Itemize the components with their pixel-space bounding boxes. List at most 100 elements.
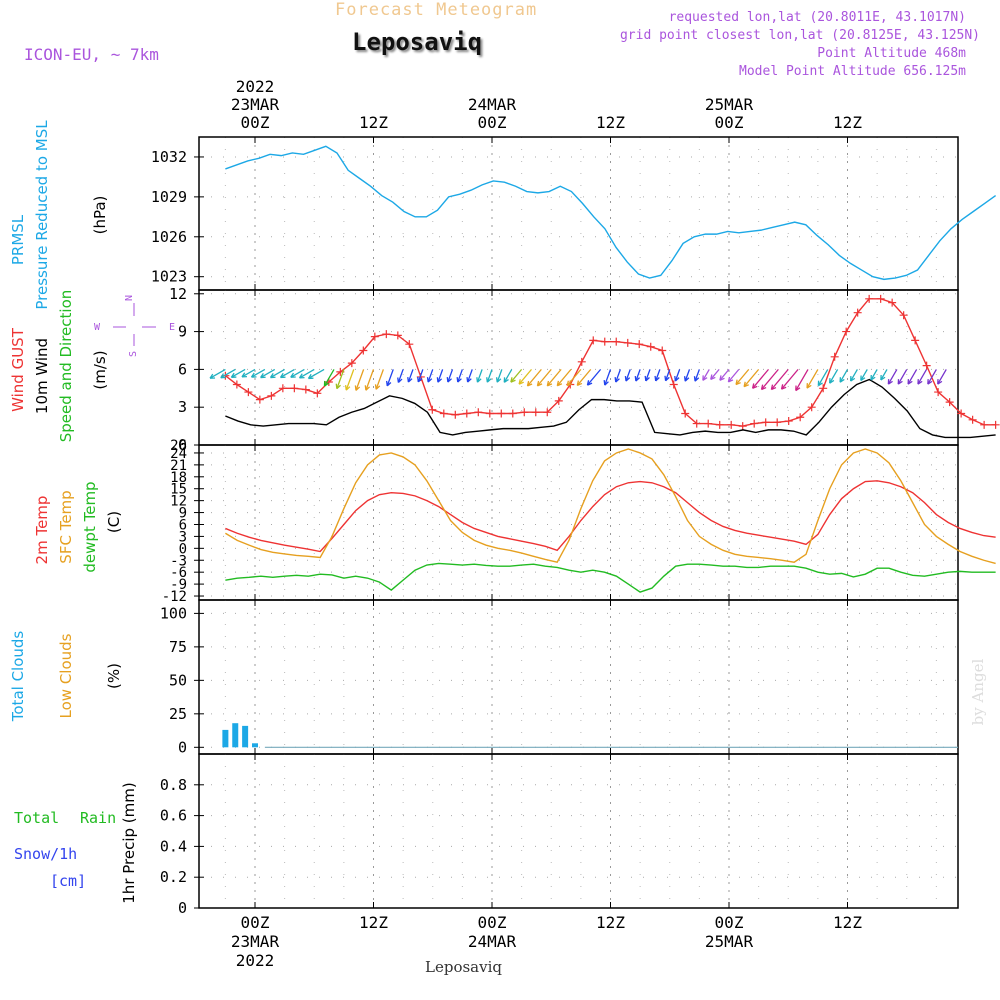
gust-marker [807, 403, 816, 412]
wind-arrow [546, 368, 562, 387]
wind-arrow-head [510, 377, 516, 383]
wind-arrow-head [397, 377, 403, 383]
wind-arrow [927, 369, 937, 385]
bottom-hour-label: 00Z [715, 913, 744, 932]
wind-arrow-shaft [518, 368, 532, 385]
y-tick-label: 24 [170, 446, 187, 462]
gust-marker [370, 332, 379, 341]
wind-arrow-head [674, 375, 680, 382]
wind-arrow-head [456, 377, 462, 383]
wind-arrow [795, 369, 809, 392]
wind-arrow [230, 368, 246, 378]
wind-arrow [556, 368, 572, 387]
y-tick-label: 1029 [151, 188, 187, 206]
cloud-bar [222, 729, 229, 748]
wind-arrow [374, 369, 384, 390]
wind-arrow-head [870, 374, 876, 381]
y-tick-label: 9 [178, 323, 187, 341]
wind-arrow-shaft [604, 369, 612, 386]
gust-marker [612, 337, 621, 346]
wind-arrow [407, 369, 414, 383]
wind-arrow [917, 369, 928, 385]
y-tick-label: 1023 [151, 268, 187, 286]
wind-arrow-shaft [290, 368, 305, 378]
gust-marker [428, 405, 437, 414]
gust-marker [945, 398, 954, 407]
gust-marker [232, 380, 241, 389]
wind-arrow-shaft [615, 369, 621, 383]
panel-frame [198, 136, 959, 291]
y-tick-label: 75 [169, 638, 187, 656]
wind-arrow-shaft [710, 368, 720, 380]
gust-marker [359, 346, 368, 355]
gust-marker [244, 388, 253, 397]
gust-marker [899, 311, 908, 320]
wind-arrow-head [323, 380, 329, 387]
wind-arrow [634, 369, 641, 382]
top-hour-label: 12Z [596, 113, 625, 132]
wind-arrow [446, 369, 454, 383]
wind-arrow-head [664, 375, 670, 382]
top-date-label: 23MAR [231, 95, 280, 114]
wind-arrow-head [436, 377, 443, 383]
wind-arrow-shaft [345, 369, 355, 391]
panel-4: 0 25 50 75 100 [160, 599, 959, 756]
location-title: Leposaviq [352, 28, 483, 56]
forecast-title: Forecast Meteogram [335, 0, 538, 20]
wind-arrow-head [829, 378, 835, 384]
wind-arrow-head [230, 372, 237, 378]
series-line-10m-wind [225, 378, 996, 439]
wind-arrow-shaft [743, 368, 760, 388]
wind-arrow [476, 369, 483, 383]
gust-marker [796, 413, 805, 422]
gust-marker [508, 409, 517, 418]
wind-arrow-shaft [850, 369, 858, 382]
gust-marker [968, 415, 977, 424]
gust-marker [543, 408, 552, 417]
wind-arrow-head [354, 385, 361, 391]
wind-arrow [817, 369, 829, 387]
wind-arrow-head [614, 377, 620, 383]
wind-arrow-shaft [625, 369, 631, 382]
wind-arrow-head [735, 379, 741, 386]
wind-arrow-shaft [665, 369, 671, 381]
gust-marker [911, 336, 920, 345]
y-tick-label: 25 [169, 705, 187, 723]
bottom-hour-label: 12Z [596, 913, 625, 932]
wind-arrow [880, 369, 888, 381]
gust-marker [451, 410, 460, 419]
gust-marker [738, 422, 747, 431]
wind-arrow [576, 368, 592, 387]
wind-arrow [503, 369, 513, 383]
wind-arrow-shaft [806, 369, 819, 389]
wind-arrow [323, 369, 335, 387]
wind-arrow-shaft [510, 368, 523, 383]
wind-arrow-head [693, 376, 700, 382]
wind-arrow-head [486, 377, 492, 383]
gust-marker [704, 419, 713, 428]
wind-arrow-shaft [355, 369, 365, 391]
label-snow: Snow/1h [14, 845, 78, 863]
wind-arrow-shaft [897, 369, 908, 385]
top-hour-label: 00Z [715, 113, 744, 132]
gust-marker [934, 388, 943, 397]
bottom-hour-label: 00Z [241, 913, 270, 932]
wind-arrow-head [907, 379, 913, 385]
wind-arrow-head [880, 374, 886, 381]
wind-arrow-shaft [735, 368, 750, 385]
wind-arrow-head [260, 372, 266, 379]
top-year-label: 2022 [236, 77, 275, 96]
gust-marker [853, 308, 862, 317]
wind-arrow [417, 369, 424, 383]
gust-marker [830, 352, 839, 361]
wind-arrow-head [860, 375, 866, 382]
wind-arrow-head [937, 379, 943, 385]
wind-arrow-shaft [386, 369, 394, 387]
wind-arrow-shaft [576, 368, 592, 386]
wind-arrow-head [220, 373, 226, 379]
wind-arrow-shaft [375, 369, 384, 390]
gust-marker [520, 408, 529, 417]
wind-arrow-shaft [880, 369, 888, 381]
wind-arrow-head [335, 383, 341, 390]
